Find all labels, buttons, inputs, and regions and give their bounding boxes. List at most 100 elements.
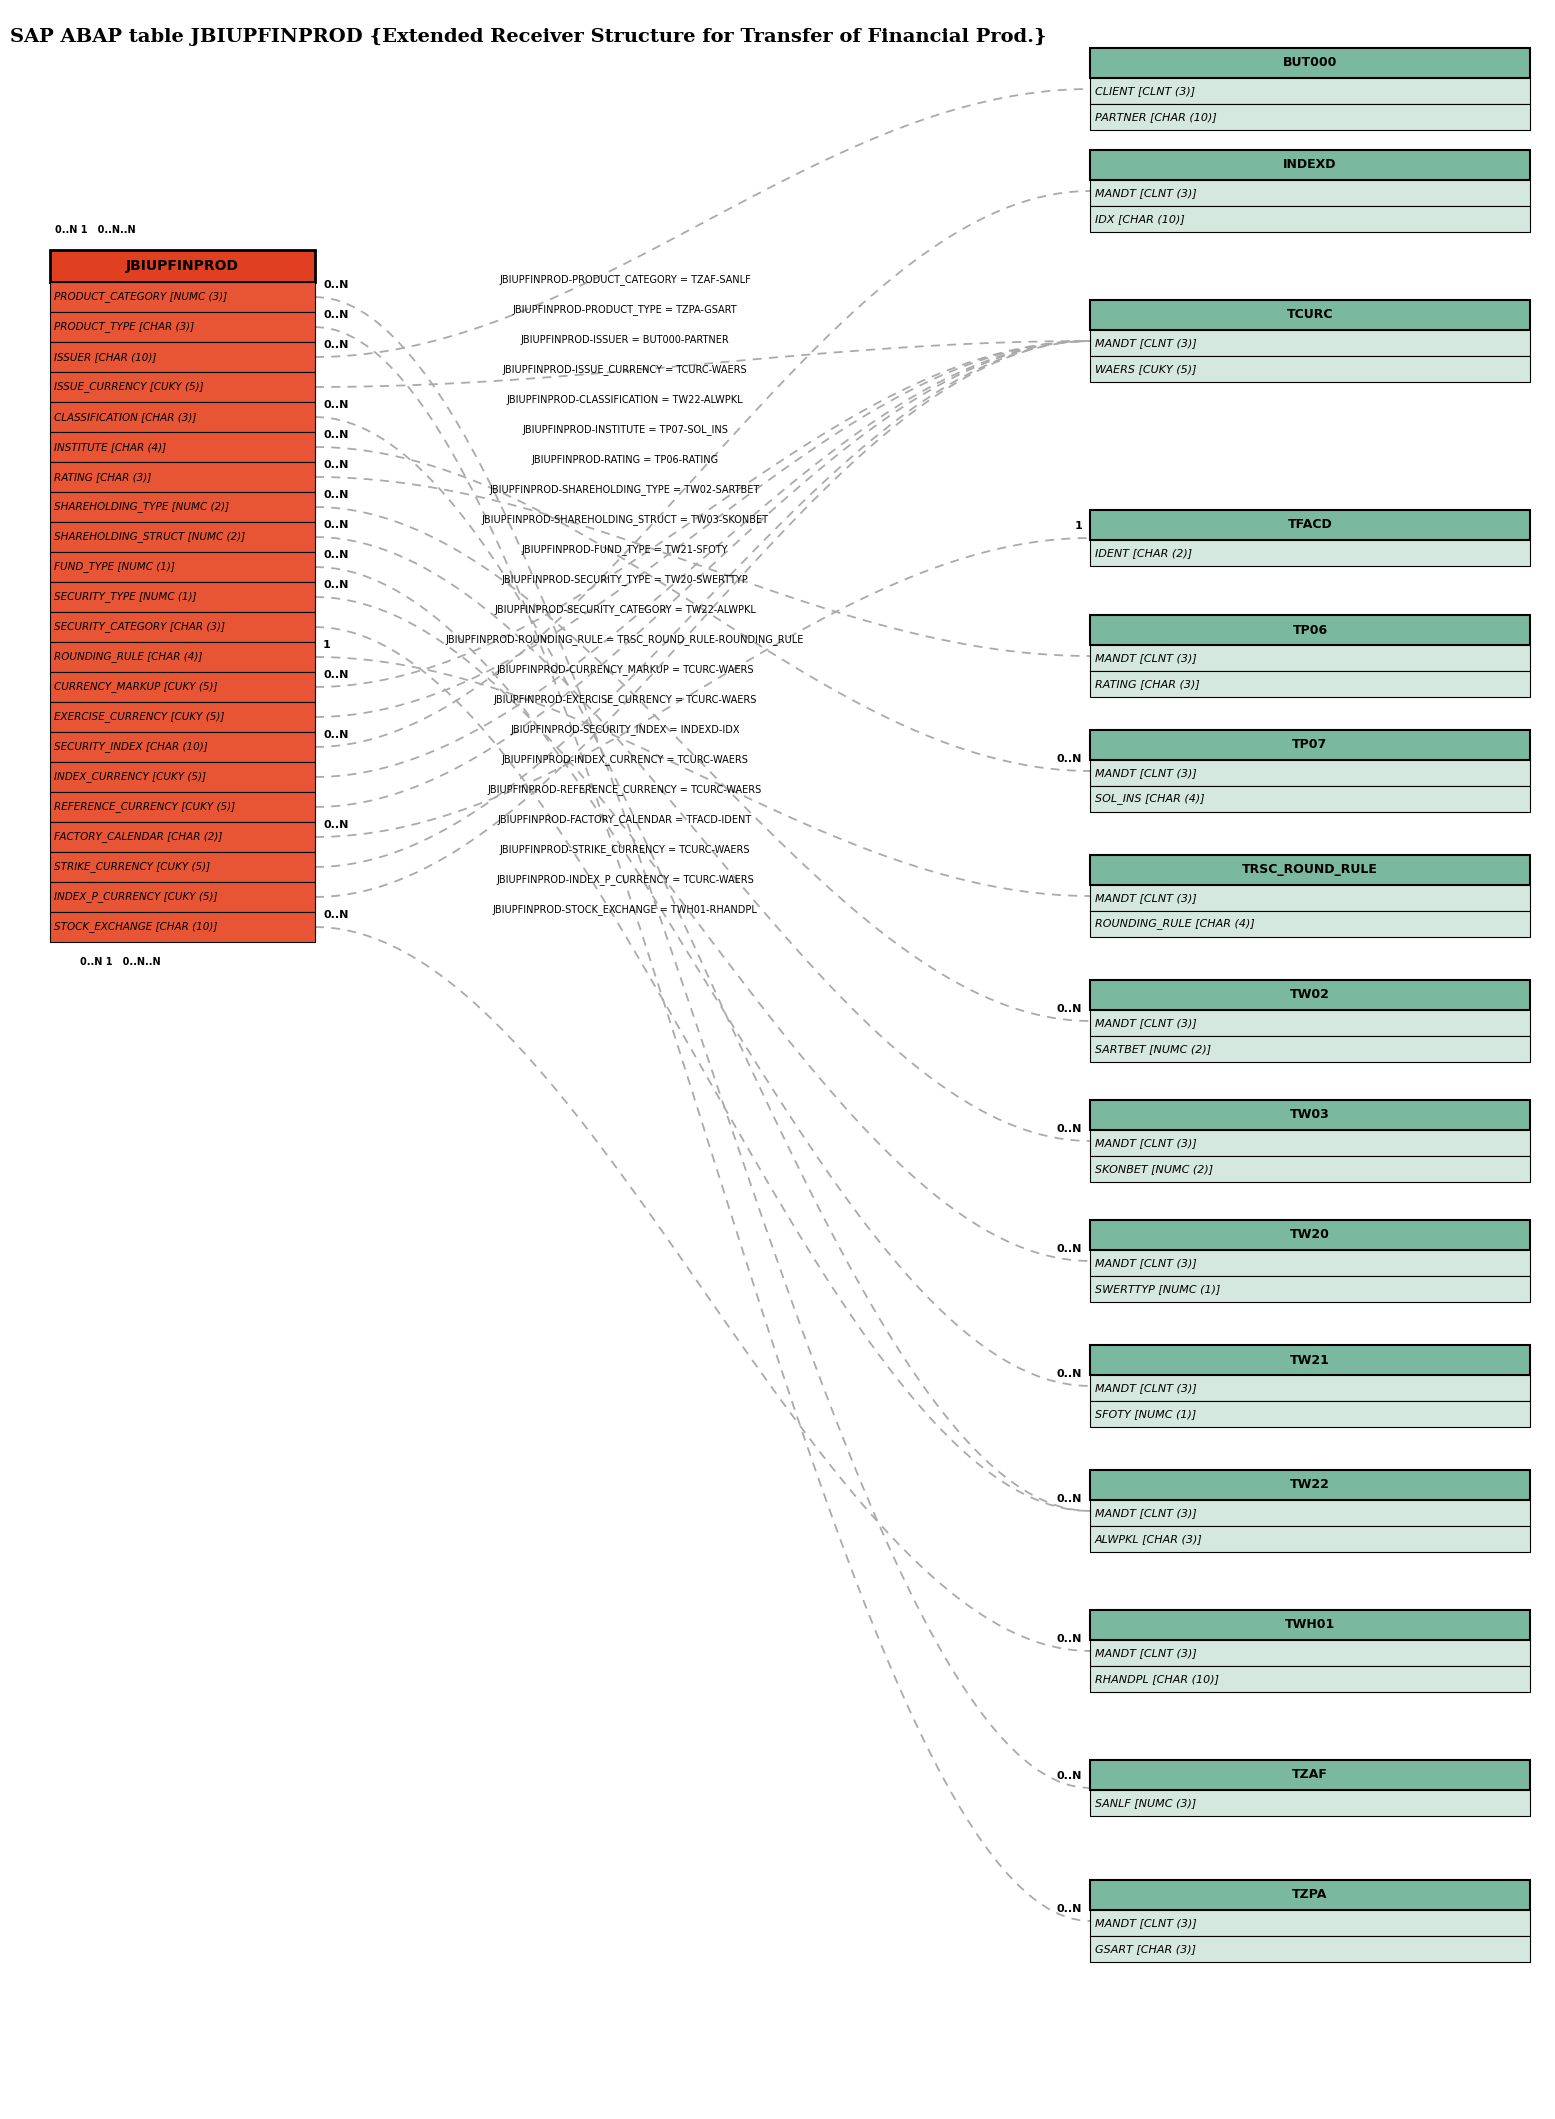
Bar — [1090, 1011, 1530, 1036]
Text: INDEX_CURRENCY [CUKY (5)]: INDEX_CURRENCY [CUKY (5)] — [54, 771, 205, 782]
Text: JBIUPFINPROD-ROUNDING_RULE = TRSC_ROUND_RULE-ROUNDING_RULE: JBIUPFINPROD-ROUNDING_RULE = TRSC_ROUND_… — [446, 634, 804, 644]
Bar — [1090, 511, 1530, 540]
Bar — [50, 701, 316, 731]
Bar — [1090, 761, 1530, 786]
Text: 0..N: 0..N — [323, 581, 348, 589]
Text: CURRENCY_MARKUP [CUKY (5)]: CURRENCY_MARKUP [CUKY (5)] — [54, 682, 218, 693]
Text: TW21: TW21 — [1291, 1354, 1330, 1367]
Text: JBIUPFINPROD-ISSUE_CURRENCY = TCURC-WAERS: JBIUPFINPROD-ISSUE_CURRENCY = TCURC-WAER… — [502, 364, 748, 375]
Bar — [1090, 1036, 1530, 1062]
Text: JBIUPFINPROD-CURRENCY_MARKUP = TCURC-WAERS: JBIUPFINPROD-CURRENCY_MARKUP = TCURC-WAE… — [496, 663, 754, 676]
Bar — [1090, 672, 1530, 697]
Text: MANDT [CLNT (3)]: MANDT [CLNT (3)] — [1095, 653, 1197, 663]
Bar — [1090, 49, 1530, 78]
Text: MANDT [CLNT (3)]: MANDT [CLNT (3)] — [1095, 1509, 1197, 1517]
Bar — [50, 731, 316, 763]
Text: ROUNDING_RULE [CHAR (4)]: ROUNDING_RULE [CHAR (4)] — [1095, 918, 1255, 930]
Text: CLIENT [CLNT (3)]: CLIENT [CLNT (3)] — [1095, 87, 1196, 95]
Text: 0..N: 0..N — [323, 909, 348, 920]
Bar — [50, 403, 316, 432]
Text: 0..N: 0..N — [323, 519, 348, 530]
Bar — [50, 822, 316, 852]
Bar — [50, 911, 316, 943]
Bar — [1090, 1937, 1530, 1962]
Bar — [1090, 731, 1530, 761]
Bar — [50, 341, 316, 373]
Text: 0..N: 0..N — [323, 339, 348, 350]
Text: 0..N: 0..N — [323, 731, 348, 740]
Text: GSART [CHAR (3)]: GSART [CHAR (3)] — [1095, 1943, 1196, 1954]
Text: MANDT [CLNT (3)]: MANDT [CLNT (3)] — [1095, 1259, 1197, 1267]
Bar — [1090, 615, 1530, 644]
Text: REFERENCE_CURRENCY [CUKY (5)]: REFERENCE_CURRENCY [CUKY (5)] — [54, 801, 235, 812]
Text: MANDT [CLNT (3)]: MANDT [CLNT (3)] — [1095, 1384, 1197, 1392]
Text: 0..N: 0..N — [323, 460, 348, 470]
Text: 0..N: 0..N — [323, 551, 348, 559]
Bar — [1090, 301, 1530, 331]
Bar — [1090, 1471, 1530, 1500]
Bar — [50, 432, 316, 462]
Bar — [1090, 1346, 1530, 1375]
Bar — [50, 492, 316, 521]
Text: JBIUPFINPROD-REFERENCE_CURRENCY = TCURC-WAERS: JBIUPFINPROD-REFERENCE_CURRENCY = TCURC-… — [488, 784, 762, 795]
Text: PRODUCT_CATEGORY [NUMC (3)]: PRODUCT_CATEGORY [NUMC (3)] — [54, 292, 227, 303]
Text: SECURITY_CATEGORY [CHAR (3)]: SECURITY_CATEGORY [CHAR (3)] — [54, 621, 225, 631]
Bar — [1090, 1526, 1530, 1551]
Bar — [50, 311, 316, 341]
Text: JBIUPFINPROD: JBIUPFINPROD — [126, 259, 239, 273]
Text: 0..N: 0..N — [1057, 1634, 1082, 1644]
Text: MANDT [CLNT (3)]: MANDT [CLNT (3)] — [1095, 892, 1197, 903]
Text: JBIUPFINPROD-RATING = TP06-RATING: JBIUPFINPROD-RATING = TP06-RATING — [532, 456, 718, 464]
Bar — [1090, 180, 1530, 206]
Text: WAERS [CUKY (5)]: WAERS [CUKY (5)] — [1095, 364, 1196, 373]
Text: 0..N: 0..N — [1057, 1494, 1082, 1504]
Text: JBIUPFINPROD-PRODUCT_CATEGORY = TZAF-SANLF: JBIUPFINPROD-PRODUCT_CATEGORY = TZAF-SAN… — [499, 273, 751, 284]
Text: 0..N: 0..N — [323, 489, 348, 500]
Text: 0..N 1   0..N..N: 0..N 1 0..N..N — [79, 958, 160, 966]
Bar — [1090, 644, 1530, 672]
Text: JBIUPFINPROD-PRODUCT_TYPE = TZPA-GSART: JBIUPFINPROD-PRODUCT_TYPE = TZPA-GSART — [513, 305, 737, 316]
Bar — [1090, 1791, 1530, 1816]
Bar — [1090, 1276, 1530, 1301]
Text: INDEX_P_CURRENCY [CUKY (5)]: INDEX_P_CURRENCY [CUKY (5)] — [54, 892, 218, 903]
Bar — [1090, 1221, 1530, 1250]
Text: PRODUCT_TYPE [CHAR (3)]: PRODUCT_TYPE [CHAR (3)] — [54, 322, 194, 333]
Text: TP07: TP07 — [1292, 740, 1328, 752]
Text: CLASSIFICATION [CHAR (3)]: CLASSIFICATION [CHAR (3)] — [54, 411, 196, 422]
Text: INSTITUTE [CHAR (4)]: INSTITUTE [CHAR (4)] — [54, 443, 166, 451]
Bar — [1090, 1909, 1530, 1937]
Text: TFACD: TFACD — [1288, 519, 1333, 532]
Bar — [1090, 854, 1530, 886]
Bar — [50, 521, 316, 553]
Text: 0..N: 0..N — [323, 400, 348, 409]
Text: 0..N: 0..N — [1057, 1369, 1082, 1379]
Text: IDX [CHAR (10)]: IDX [CHAR (10)] — [1095, 214, 1185, 225]
Text: PARTNER [CHAR (10)]: PARTNER [CHAR (10)] — [1095, 112, 1216, 123]
Text: JBIUPFINPROD-SECURITY_INDEX = INDEXD-IDX: JBIUPFINPROD-SECURITY_INDEX = INDEXD-IDX — [510, 725, 740, 735]
Text: 0..N: 0..N — [1057, 1771, 1082, 1780]
Bar — [50, 282, 316, 311]
Bar — [1090, 1610, 1530, 1640]
Text: JBIUPFINPROD-STOCK_EXCHANGE = TWH01-RHANDPL: JBIUPFINPROD-STOCK_EXCHANGE = TWH01-RHAN… — [493, 905, 757, 915]
Bar — [50, 373, 316, 403]
Bar — [50, 763, 316, 793]
Bar — [1090, 979, 1530, 1011]
Text: JBIUPFINPROD-SECURITY_TYPE = TW20-SWERTTYP: JBIUPFINPROD-SECURITY_TYPE = TW20-SWERTT… — [502, 574, 748, 585]
Text: TW03: TW03 — [1291, 1108, 1330, 1121]
Bar — [1090, 1129, 1530, 1157]
Text: SARTBET [NUMC (2)]: SARTBET [NUMC (2)] — [1095, 1045, 1211, 1053]
Text: ROUNDING_RULE [CHAR (4)]: ROUNDING_RULE [CHAR (4)] — [54, 651, 202, 663]
Bar — [1090, 206, 1530, 231]
Bar — [1090, 1157, 1530, 1182]
Bar — [1090, 331, 1530, 356]
Bar — [1090, 1761, 1530, 1791]
Text: JBIUPFINPROD-INDEX_CURRENCY = TCURC-WAERS: JBIUPFINPROD-INDEX_CURRENCY = TCURC-WAER… — [502, 754, 748, 765]
Text: TP06: TP06 — [1292, 623, 1328, 636]
Bar — [1090, 1401, 1530, 1426]
Bar — [1090, 150, 1530, 180]
Text: 0..N: 0..N — [323, 670, 348, 680]
Text: JBIUPFINPROD-FACTORY_CALENDAR = TFACD-IDENT: JBIUPFINPROD-FACTORY_CALENDAR = TFACD-ID… — [498, 814, 753, 824]
Bar — [50, 852, 316, 882]
Text: SFOTY [NUMC (1)]: SFOTY [NUMC (1)] — [1095, 1409, 1196, 1420]
Bar — [1090, 886, 1530, 911]
